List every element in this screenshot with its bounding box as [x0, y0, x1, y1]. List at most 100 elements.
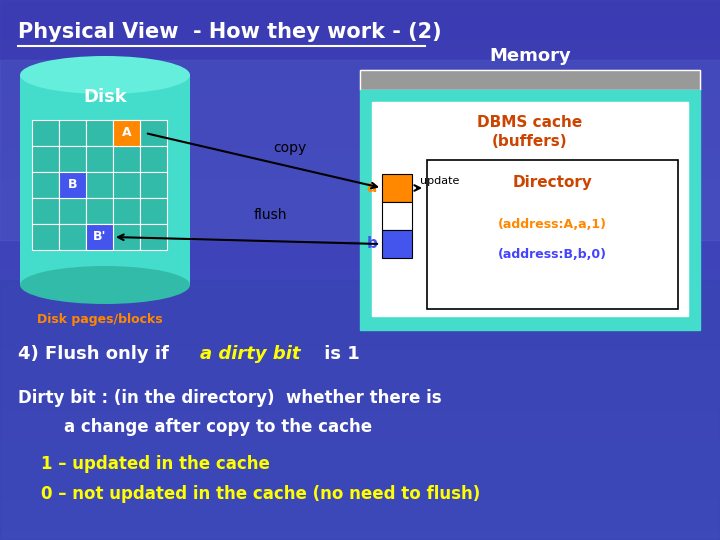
Text: Physical View  - How they work - (2): Physical View - How they work - (2): [18, 22, 441, 42]
Bar: [32, 146, 59, 172]
Bar: [113, 120, 140, 146]
Text: Directory: Directory: [513, 174, 593, 190]
Bar: [59, 198, 86, 224]
Bar: [0, 60, 720, 70]
Bar: [113, 224, 140, 250]
Bar: [113, 172, 140, 198]
Bar: [0, 30, 720, 40]
Bar: [0, 460, 720, 470]
Bar: [0, 240, 720, 250]
Ellipse shape: [20, 56, 190, 94]
Text: 0 – not updated in the cache (no need to flush): 0 – not updated in the cache (no need to…: [18, 485, 480, 503]
Bar: [113, 198, 140, 224]
Bar: [0, 430, 720, 440]
Text: (address:A,a,1): (address:A,a,1): [498, 219, 607, 232]
Bar: [32, 120, 59, 146]
Text: A: A: [122, 126, 131, 139]
Text: flush: flush: [253, 208, 287, 222]
Bar: [0, 370, 720, 380]
Bar: [86, 120, 113, 146]
Bar: [360, 90, 700, 330]
Bar: [20, 75, 190, 285]
Bar: [0, 400, 720, 410]
Bar: [360, 70, 700, 90]
Bar: [59, 146, 86, 172]
Bar: [32, 198, 59, 224]
Bar: [0, 470, 720, 480]
Text: B: B: [68, 179, 77, 192]
Bar: [0, 200, 720, 210]
Bar: [140, 146, 167, 172]
Bar: [0, 450, 720, 460]
Bar: [0, 320, 720, 330]
Bar: [59, 172, 86, 198]
Bar: [59, 120, 86, 146]
Text: Memory: Memory: [489, 47, 571, 65]
Bar: [0, 480, 720, 490]
Bar: [0, 520, 720, 530]
Bar: [0, 360, 720, 370]
Bar: [0, 260, 720, 270]
Bar: [0, 210, 720, 220]
Bar: [86, 224, 113, 250]
Bar: [0, 330, 720, 340]
Bar: [86, 224, 113, 250]
Text: Dirty bit : (in the directory)  whether there is: Dirty bit : (in the directory) whether t…: [18, 389, 441, 407]
Bar: [0, 350, 720, 360]
Bar: [0, 0, 720, 10]
Bar: [59, 224, 86, 250]
Bar: [0, 70, 720, 80]
Bar: [0, 10, 720, 20]
Bar: [0, 100, 720, 110]
Bar: [382, 174, 412, 202]
Bar: [0, 510, 720, 520]
Bar: [113, 120, 140, 146]
Bar: [0, 230, 720, 240]
Bar: [0, 270, 720, 280]
Bar: [0, 140, 720, 150]
Bar: [360, 70, 700, 90]
Bar: [382, 202, 412, 230]
Ellipse shape: [20, 266, 190, 304]
Text: b: b: [366, 237, 377, 252]
Bar: [427, 160, 678, 309]
Bar: [0, 190, 720, 200]
Bar: [0, 80, 720, 90]
Bar: [0, 340, 720, 350]
Bar: [0, 40, 720, 50]
Bar: [140, 198, 167, 224]
Text: a dirty bit: a dirty bit: [200, 345, 300, 363]
Bar: [0, 500, 720, 510]
Bar: [0, 310, 720, 320]
Text: a: a: [366, 180, 377, 195]
Text: 4) Flush only if: 4) Flush only if: [18, 345, 175, 363]
Bar: [0, 300, 720, 310]
Bar: [0, 150, 720, 160]
Bar: [0, 290, 720, 300]
Bar: [0, 440, 720, 450]
Bar: [140, 224, 167, 250]
Bar: [0, 60, 720, 240]
Bar: [86, 198, 113, 224]
Bar: [0, 120, 720, 130]
Bar: [86, 146, 113, 172]
Bar: [0, 160, 720, 170]
Bar: [0, 280, 720, 540]
Bar: [0, 220, 720, 230]
Text: B': B': [93, 231, 107, 244]
Bar: [0, 130, 720, 140]
Bar: [382, 230, 412, 258]
Text: update: update: [420, 176, 459, 186]
Bar: [0, 530, 720, 540]
Bar: [32, 172, 59, 198]
Bar: [0, 50, 720, 60]
Text: (address:B,b,0): (address:B,b,0): [498, 248, 607, 261]
Text: 1 – updated in the cache: 1 – updated in the cache: [18, 455, 270, 473]
Bar: [0, 420, 720, 430]
Text: copy: copy: [274, 141, 307, 155]
Bar: [0, 490, 720, 500]
Bar: [0, 410, 720, 420]
Text: is 1: is 1: [318, 345, 360, 363]
Bar: [113, 146, 140, 172]
Bar: [59, 172, 86, 198]
